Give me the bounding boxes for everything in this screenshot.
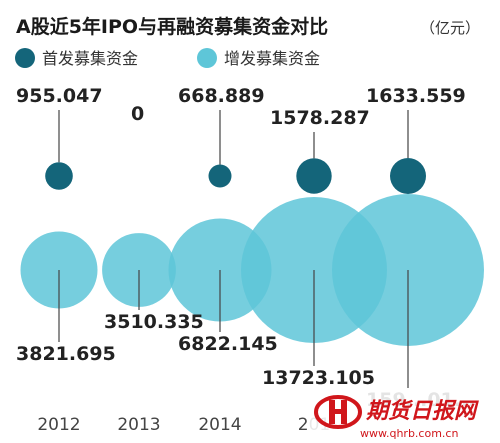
value-label-ipo-2014: 668.889	[178, 85, 265, 107]
legend: 首发募集资金 增发募集资金	[15, 48, 320, 68]
value-label-ipo-2015: 1578.287	[270, 107, 370, 129]
x-tick-label-2013: 2013	[117, 415, 160, 435]
leader-lines	[58, 110, 409, 388]
value-label-secondary-2014: 6822.145	[178, 333, 278, 355]
bubbles	[20, 158, 484, 346]
legend-marker-secondary	[197, 48, 217, 68]
value-label-ipo-2013: 0	[131, 103, 144, 125]
legend-label-secondary: 增发募集资金	[224, 49, 320, 68]
bubble-ipo-2012	[45, 162, 73, 190]
bubble-ipo-2014	[208, 164, 232, 188]
x-tick-label-2012: 2012	[37, 415, 80, 435]
x-axis: 201220132014201	[37, 415, 330, 435]
value-label-secondary-2012: 3821.695	[16, 343, 116, 365]
bubble-ipo-2015	[296, 158, 332, 194]
watermark-url: www.qhrb.com.cn	[360, 427, 458, 440]
value-label-secondary-2013: 3510.335	[104, 311, 204, 333]
chart-title: A股近5年IPO与再融资募集资金对比	[16, 15, 328, 38]
unit-label: （亿元）	[420, 19, 480, 37]
value-label-ipo-2016: 1633.559	[366, 85, 466, 107]
bubble-ipo-2016	[390, 158, 426, 194]
legend-marker-ipo	[15, 48, 35, 68]
legend-label-ipo: 首发募集资金	[42, 49, 138, 68]
x-tick-label-2014: 2014	[198, 415, 241, 435]
watermark-logo-icon	[314, 395, 362, 429]
watermark: 期货日报网 www.qhrb.com.cn	[308, 390, 500, 443]
value-label-ipo-2012: 955.047	[16, 85, 103, 107]
value-label-secondary-2015: 13723.105	[262, 367, 375, 389]
watermark-name: 期货日报网	[365, 398, 479, 424]
